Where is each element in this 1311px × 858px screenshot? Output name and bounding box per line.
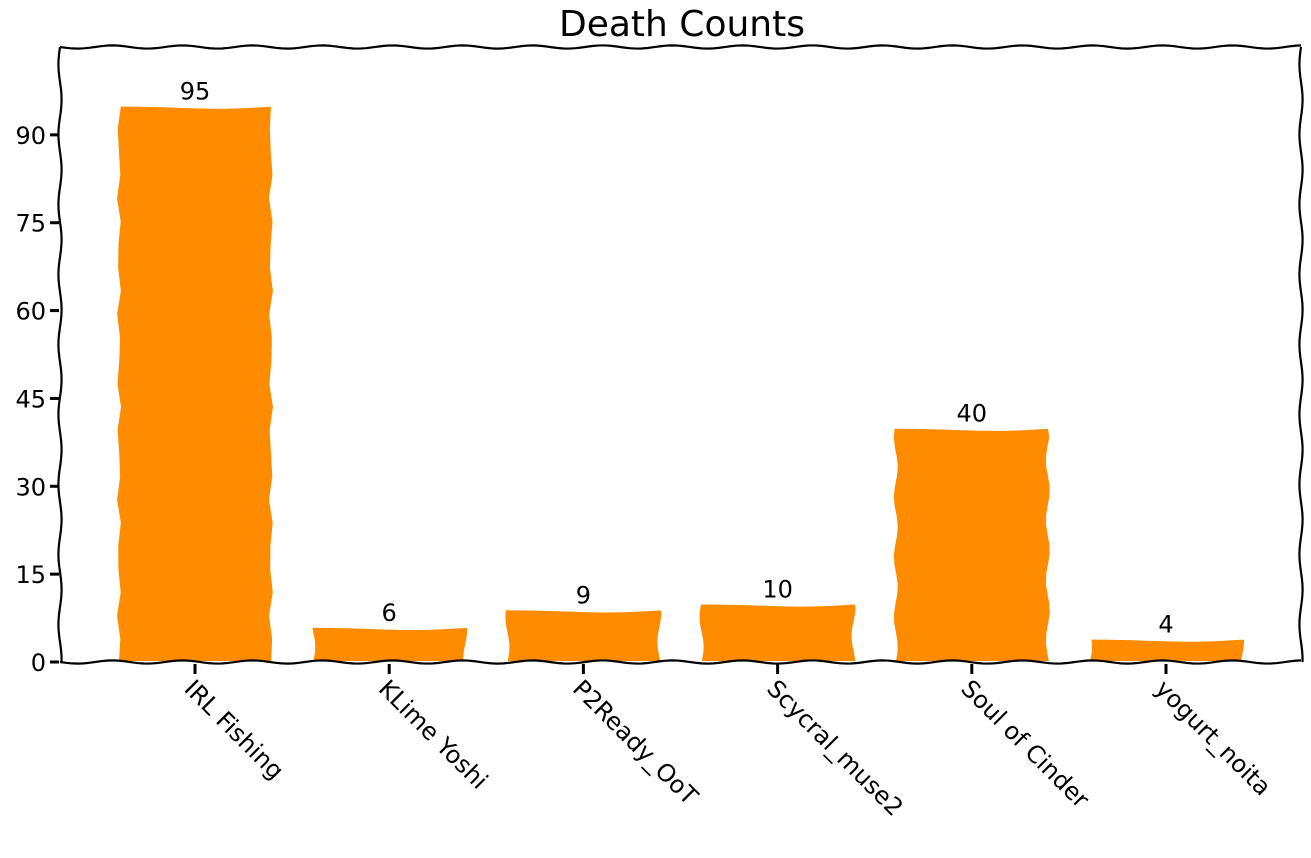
- data-label: 6: [382, 599, 397, 627]
- y-tick-label: 60: [15, 298, 46, 326]
- y-tick-label: 75: [15, 210, 46, 238]
- y-tick-label: 45: [15, 385, 46, 413]
- y-tick-label: 0: [31, 649, 46, 677]
- data-label: 9: [576, 581, 591, 609]
- bar-klime-yoshi: [309, 625, 470, 663]
- x-tick-label: Soul of Cinder: [956, 674, 1095, 813]
- plot-spine-left: [57, 46, 63, 663]
- y-tick-label: 15: [15, 561, 46, 589]
- y-tick-label: 30: [15, 473, 46, 501]
- bar-irl-fishing: [115, 104, 275, 663]
- plot-spine-bottom: [59, 659, 1302, 665]
- bar-scycral-muse2: [697, 602, 858, 663]
- plot-spine-right: [1298, 46, 1304, 663]
- bar-p2ready-oot: [503, 608, 664, 663]
- data-label: 4: [1158, 611, 1173, 639]
- bar-soul-of-cinder: [891, 426, 1052, 663]
- plot-spine-top: [59, 44, 1302, 50]
- bar-yogurt-noita: [1087, 637, 1246, 663]
- x-tick-label: Scycral_muse2: [761, 674, 908, 821]
- data-label: 95: [180, 78, 211, 106]
- data-label: 10: [762, 575, 793, 603]
- y-tick-label: 90: [15, 122, 46, 150]
- x-tick-label: yogurt_noita: [1150, 674, 1277, 801]
- data-label: 40: [957, 400, 988, 428]
- x-tick-label: KLime Yoshi: [373, 674, 493, 794]
- chart-title: Death Counts: [559, 4, 805, 45]
- x-tick-label: P2Ready_OoT: [567, 674, 703, 810]
- x-tick-label: IRL Fishing: [179, 674, 290, 785]
